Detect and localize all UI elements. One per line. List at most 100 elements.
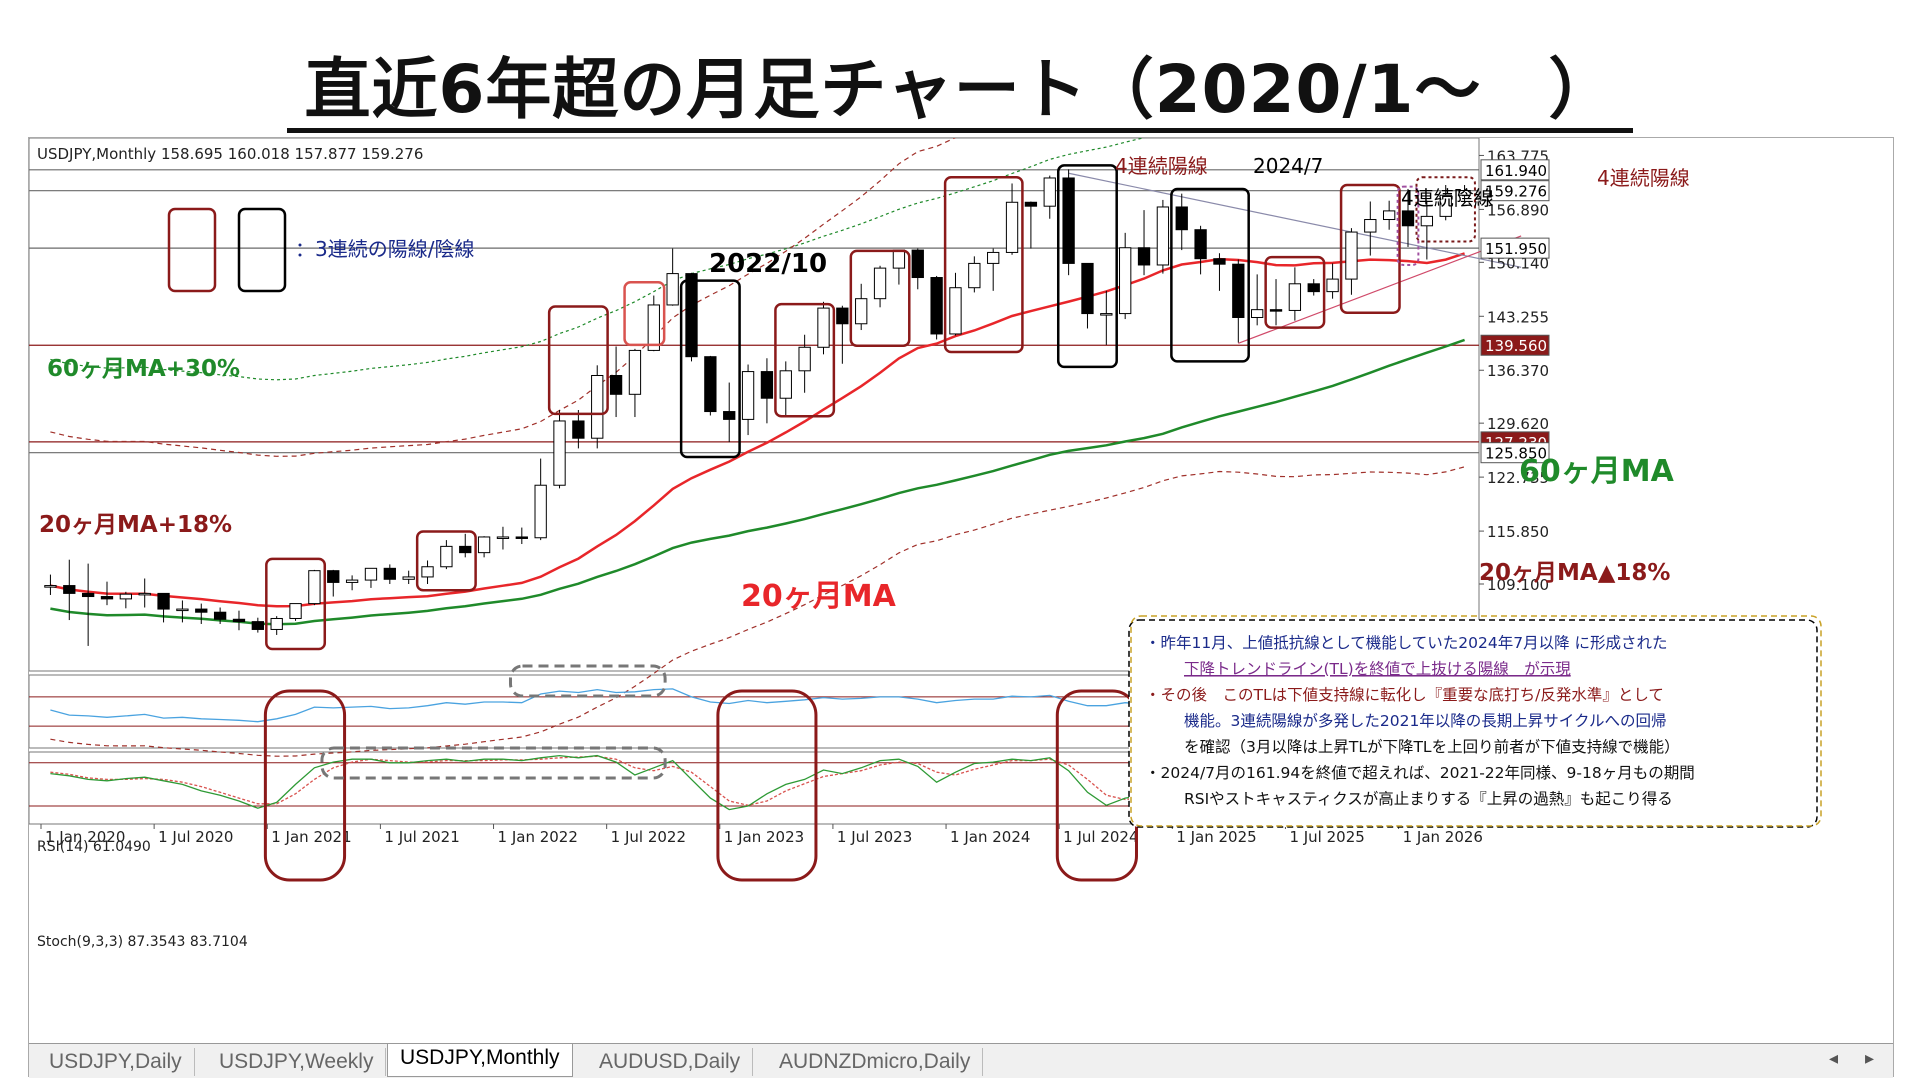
chart-window[interactable]: 163.775 156.890 150.140 143.255 136.370 129.6…: [28, 137, 1894, 1078]
label-up4-a: 4連続陽線: [1115, 154, 1208, 178]
bear3-box-2022: [679, 279, 741, 459]
legend-note: ：3連続の陽線/陰線: [295, 237, 474, 261]
price-tick-label: 143.255: [1487, 308, 1549, 326]
note-line-3: ・その後 このTLは下値支持線に転化し『重要な底打ち/反発水準』として: [1145, 686, 1664, 704]
bearish-candle: [251, 621, 264, 630]
rsi-overheat-box: [508, 664, 667, 698]
time-tick-label: 1 Jan 2026: [1403, 828, 1483, 846]
bearish-candle: [911, 249, 924, 279]
bullish-candle: [44, 585, 57, 588]
bullish-candle: [949, 287, 962, 335]
bullish-candle: [1251, 309, 1264, 318]
bullish-candle: [798, 346, 811, 372]
price-tag: [1480, 159, 1550, 181]
down-trendline: [1068, 172, 1522, 268]
bull3-box-2025: [1264, 255, 1326, 329]
bearish-candle: [81, 592, 95, 598]
label-up4-b: 4連続陽線: [1597, 166, 1690, 190]
bearish-candle: [459, 545, 472, 554]
bearish-candle: [572, 420, 585, 439]
bearish-candle: [327, 570, 340, 583]
tab-scroll-right-icon[interactable]: ▸: [1865, 1048, 1875, 1069]
bullish-candle: [440, 545, 453, 568]
tab-usdjpy-daily[interactable]: USDJPY,Daily: [37, 1048, 195, 1076]
time-tick-label: 1 Jan 2021: [271, 828, 351, 846]
rsi-header: RSI(14) 61.0490: [37, 839, 151, 855]
time-tick-label: 1 Jan 2023: [724, 828, 804, 846]
oversold-ring-2021: [263, 689, 347, 882]
chart-canvas[interactable]: 163.775156.890150.140143.255136.370129.6…: [29, 138, 1893, 1043]
bearish-candle: [1024, 201, 1038, 207]
bearish-candle: [609, 374, 623, 395]
label-ma20-plus18: 20ヶ月MA+18%: [39, 512, 232, 538]
bullish-candle: [345, 579, 359, 583]
bullish-candle: [289, 603, 302, 619]
bullish-candle: [308, 570, 321, 605]
price-tag-label: 159.276: [1485, 183, 1547, 201]
bearish-candle: [1307, 283, 1320, 293]
time-tick-label: 1 Jul 2023: [837, 828, 912, 846]
price-tick-label: 156.890: [1487, 201, 1549, 219]
bullish-candle: [364, 567, 378, 581]
bullish-candle: [1156, 206, 1170, 266]
ma20-plus18-band: [50, 138, 957, 457]
bullish-candle: [1326, 278, 1339, 293]
tab-usdjpy-weekly[interactable]: USDJPY,Weekly: [207, 1048, 387, 1076]
time-tick-label: 1 Jan 2020: [45, 828, 125, 846]
bearish-candle: [930, 277, 943, 335]
stoch-overheat-box: [320, 746, 667, 780]
legend-bear-box: [237, 207, 287, 293]
bear4-box-2025: [1170, 187, 1250, 363]
bull3-box-2021: [415, 530, 477, 592]
bearish-candle: [836, 307, 849, 325]
time-tick-label: 1 Jan 2025: [1176, 828, 1256, 846]
bullish-candle: [270, 617, 283, 630]
tab-audusd-daily[interactable]: AUDUSD,Daily: [587, 1048, 754, 1076]
price-tag-label: 161.940: [1485, 162, 1547, 180]
price-tag-label: 151.950: [1485, 240, 1547, 258]
price-tag-label: 139.560: [1485, 337, 1547, 355]
bullish-candle: [1043, 177, 1056, 207]
price-tag: [1480, 237, 1550, 259]
tab-usdjpy-monthly[interactable]: USDJPY,Monthly: [387, 1044, 573, 1077]
bearish-candle: [1081, 262, 1094, 315]
bullish-candle: [119, 593, 133, 600]
tab-scroll-left-icon[interactable]: ◂: [1829, 1048, 1839, 1069]
bullish-candle: [1345, 231, 1358, 280]
bull3-box-2020: [265, 557, 327, 651]
bull3-box-2022a: [547, 305, 609, 416]
price-tag: [1480, 334, 1550, 356]
bullish-candle: [591, 374, 604, 439]
bearish-candle: [232, 618, 246, 623]
highlight-box-2025: [1396, 185, 1420, 266]
bull3-box-2023b: [849, 249, 911, 347]
price-tick-label: 122.735: [1487, 469, 1549, 487]
time-tick-label: 1 Jul 2024: [1063, 828, 1138, 846]
ma20-minus18-band: [50, 466, 1465, 757]
time-tick-label: 1 Jul 2021: [384, 828, 459, 846]
bearish-candle: [685, 273, 698, 358]
label-down4: 4連続陰線: [1401, 186, 1494, 210]
bearish-candle: [213, 611, 227, 620]
label-ma60: 60ヶ月MA: [1519, 454, 1675, 489]
bullish-candle: [987, 251, 1000, 264]
bullish-candle: [1382, 210, 1396, 221]
price-tick-label: 150.140: [1487, 254, 1549, 272]
bearish-candle: [704, 356, 717, 413]
bullish-candle: [402, 576, 415, 580]
bearish-candle: [1269, 309, 1283, 312]
bull3-box-2022b: [623, 280, 666, 347]
bearish-candle: [195, 608, 208, 613]
price-tick-label: 136.370: [1487, 362, 1549, 380]
tab-audnzdmicro-daily[interactable]: AUDNZDmicro,Daily: [767, 1048, 984, 1076]
bullish-candle: [968, 262, 981, 289]
legend-bull-box: [167, 207, 217, 293]
note-line-5: を確認（3月以降は上昇TLが下降TLを上回り前者が下値支持線で機能）: [1184, 738, 1680, 756]
bearish-candle: [1232, 263, 1245, 318]
bullish-candle: [666, 273, 679, 306]
price-tag-label: 125.850: [1485, 445, 1547, 463]
page-title: 直近6年超の月足チャート（2020/1～ ）: [0, 36, 1920, 133]
tab-bar: USDJPY,Daily USDJPY,Weekly USDJPY,Monthl…: [29, 1043, 1893, 1078]
price-tag: [1480, 442, 1550, 464]
label-2024-7: 2024/7: [1253, 154, 1323, 178]
